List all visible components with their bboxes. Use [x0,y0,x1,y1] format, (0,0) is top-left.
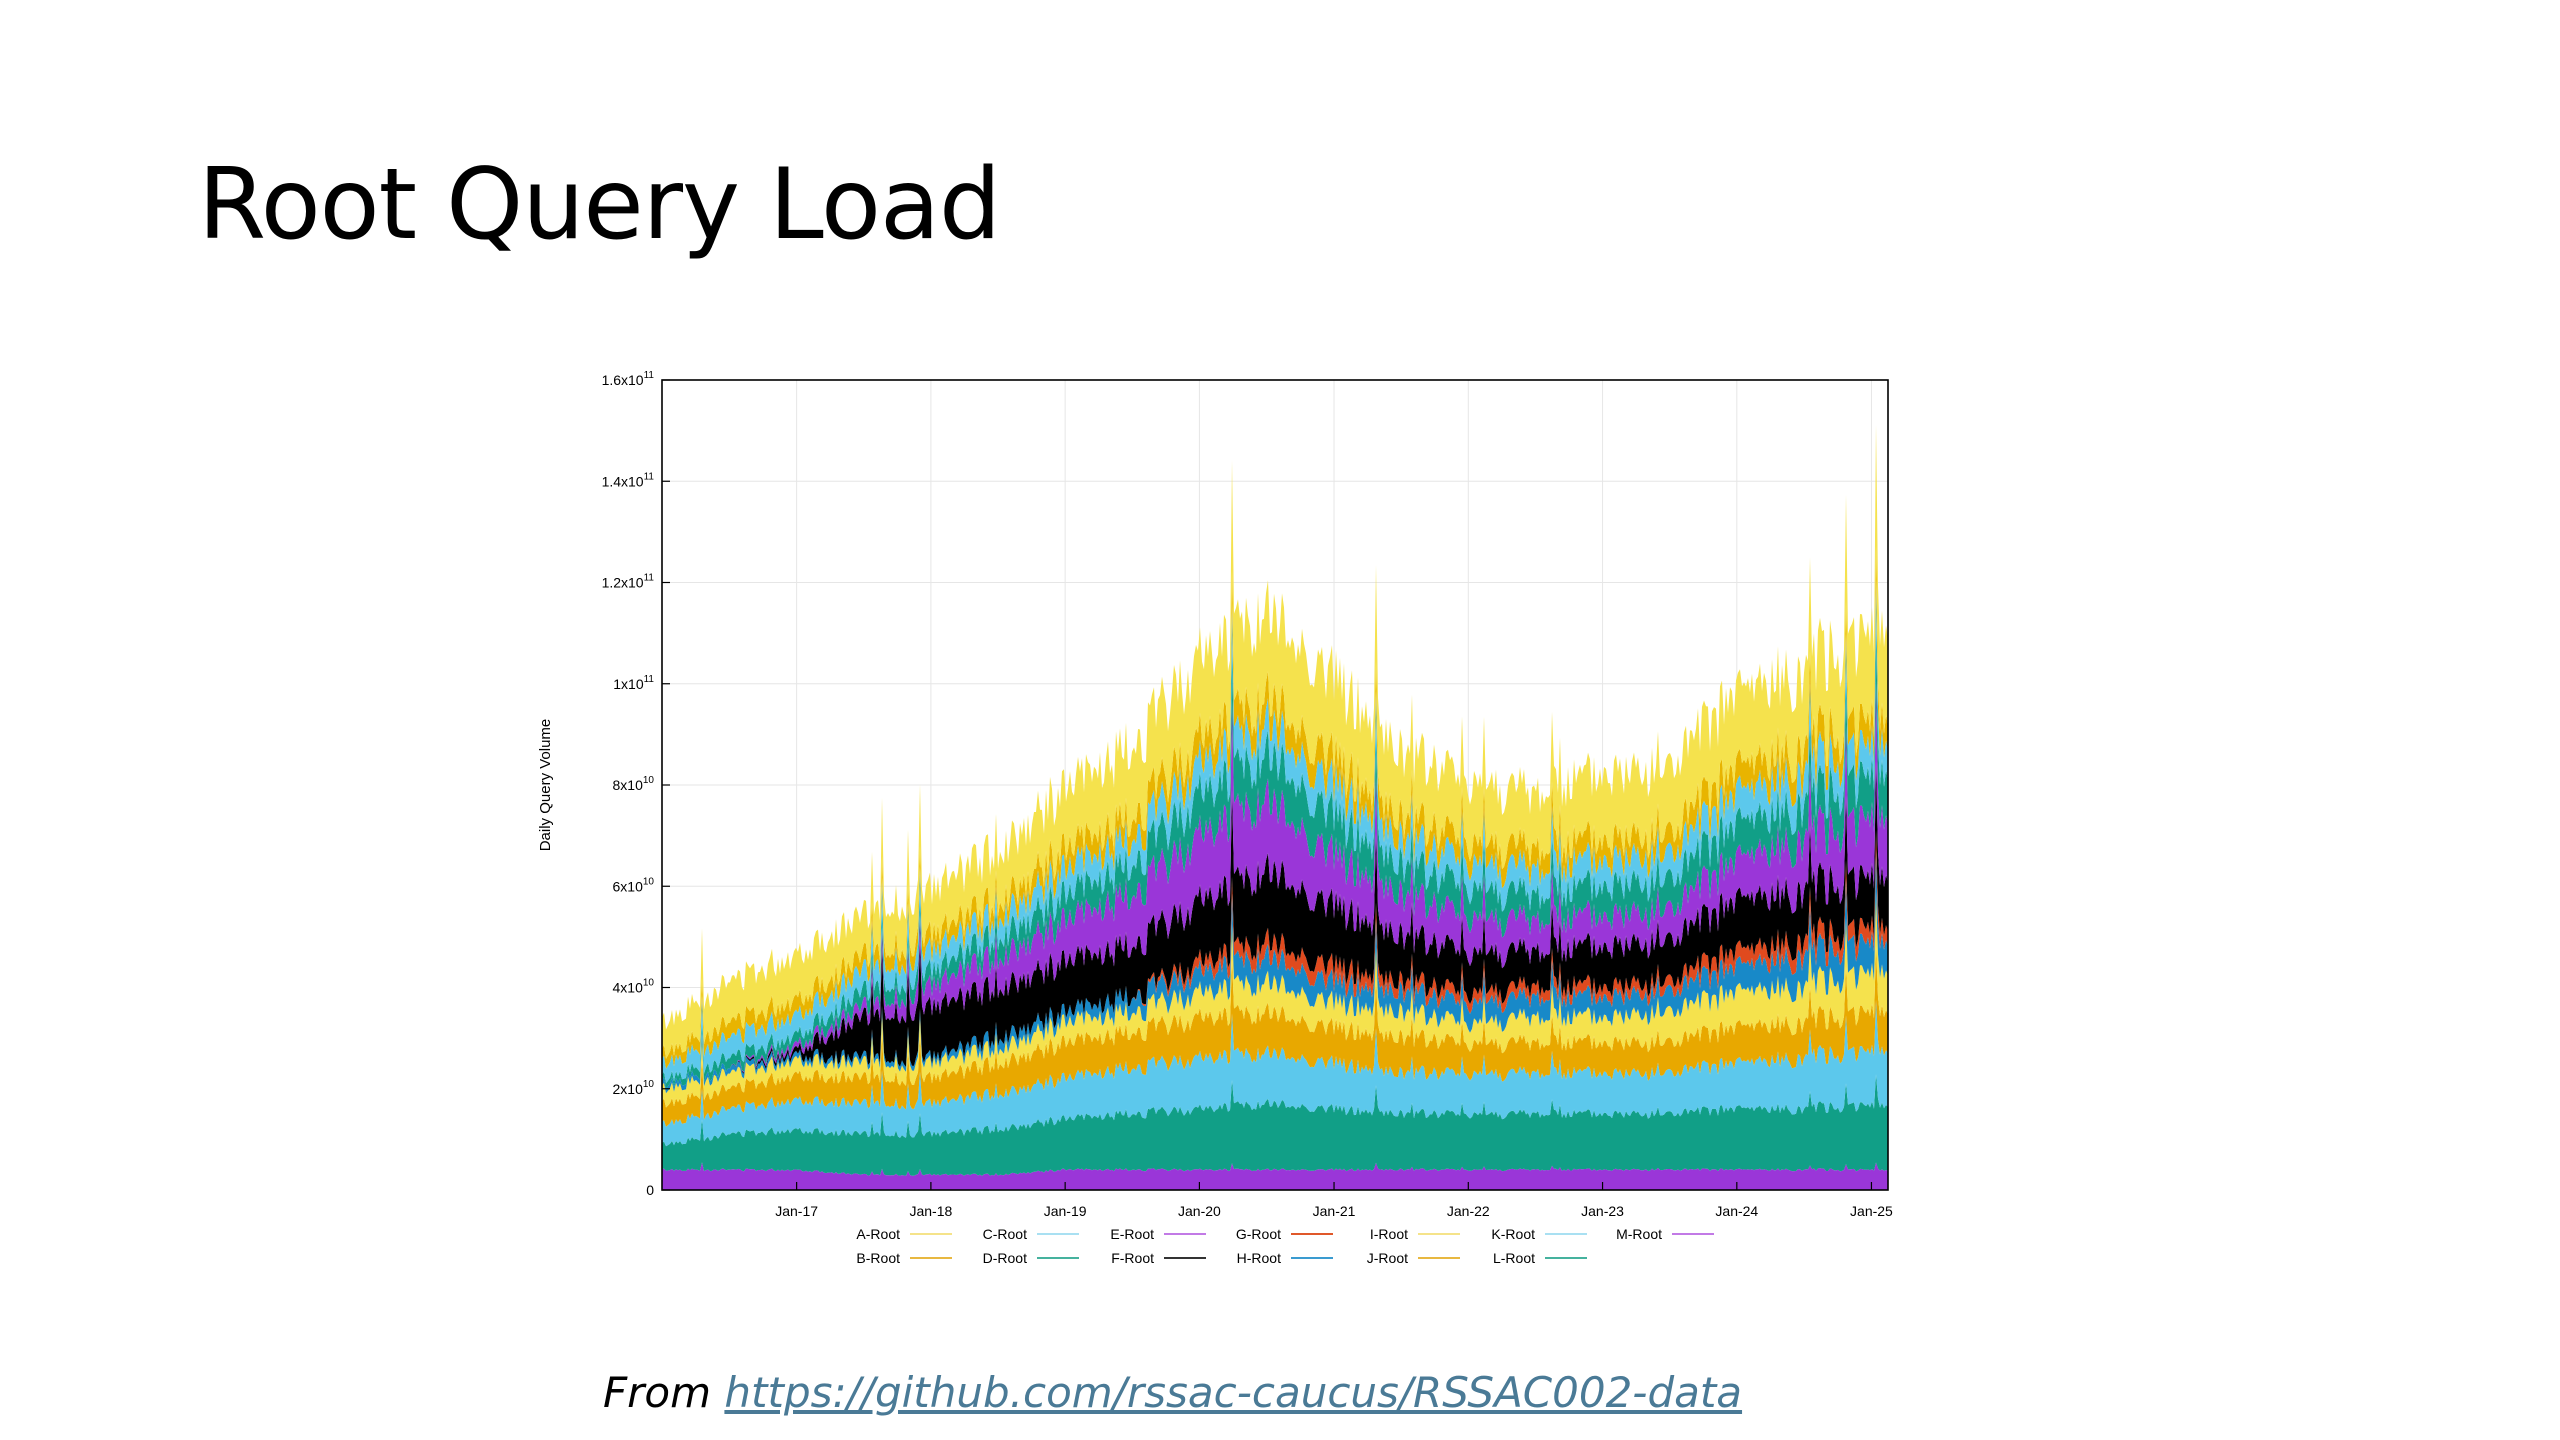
stacked-area-chart: 0 2x1010 4x1010 6x1010 8x1010 1x1011 1.2x1011 1… [537,370,1893,1266]
x-tick-label: Jan-24 [1715,1203,1758,1219]
legend-item-j-root: J-Root [1367,1250,1460,1266]
y-axis-ticks: 0 2x1010 4x1010 6x1010 8x1010 1x1011 1.2x1011 1… [602,370,670,1198]
area-m-root [662,1162,1888,1190]
y-tick-label: 0 [646,1182,654,1198]
area-b-root [662,545,1888,1069]
source-attribution: From https://github.com/rssac-caucus/RSS… [603,1368,1742,1417]
area-j-root [662,945,1888,1127]
legend-item-m-root: M-Root [1616,1226,1714,1242]
area-layers [662,424,1888,1190]
slide-title: Root Query Load [198,148,1001,262]
legend-label: D-Root [983,1250,1027,1266]
y-tick-label: 8x1010 [613,775,655,793]
legend-label: J-Root [1367,1250,1408,1266]
legend-item-a-root: A-Root [856,1226,952,1242]
x-tick-label: Jan-20 [1178,1203,1221,1219]
legend-item-i-root: I-Root [1370,1226,1460,1242]
legend-item-e-root: E-Root [1110,1226,1206,1242]
legend-item-h-root: H-Root [1237,1250,1333,1266]
area-k-root [662,999,1888,1147]
x-tick-label: Jan-19 [1044,1203,1087,1219]
y-tick-label: 4x1010 [613,978,655,996]
x-tick-label: Jan-21 [1313,1203,1356,1219]
legend-item-f-root: F-Root [1111,1250,1206,1266]
legend-label: I-Root [1370,1226,1408,1242]
area-c-root [662,579,1888,1084]
y-tick-label: 1.6x1011 [602,370,655,388]
legend-item-d-root: D-Root [983,1250,1079,1266]
legend-label: F-Root [1111,1250,1154,1266]
source-link[interactable]: https://github.com/rssac-caucus/RSSAC002… [724,1368,1743,1417]
y-tick-label: 1x1011 [613,674,654,692]
legend-item-b-root: B-Root [856,1250,952,1266]
area-a-root [662,424,1888,1059]
legend-label: E-Root [1110,1226,1154,1242]
legend-label: B-Root [856,1250,900,1266]
legend-label: C-Root [983,1226,1027,1242]
source-prefix: From [603,1368,712,1417]
area-f-root [662,761,1888,1089]
x-tick-label: Jan-17 [775,1203,818,1219]
legend-label: A-Root [856,1226,900,1242]
y-tick-label: 1.2x1011 [602,573,655,591]
x-tick-label: Jan-23 [1581,1203,1624,1219]
y-tick-label: 6x1010 [613,876,655,894]
legend-item-k-root: K-Root [1491,1226,1587,1242]
legend-label: K-Root [1491,1226,1535,1242]
legend: A-Root C-Root E-Root G-Root I-Root K-Root M-Ro… [856,1226,1714,1266]
y-tick-label: 2x1010 [613,1079,655,1097]
legend-label: G-Root [1236,1226,1281,1242]
x-axis-ticks: Jan-17 Jan-18 Jan-19 Jan-20 Jan-21 Jan-22 Jan-… [775,1182,1893,1219]
area-h-root [662,850,1888,1094]
legend-label: M-Root [1616,1226,1662,1242]
legend-item-c-root: C-Root [983,1226,1079,1242]
legend-item-l-root: L-Root [1493,1250,1587,1266]
x-tick-label: Jan-18 [909,1203,952,1219]
x-tick-label: Jan-22 [1447,1203,1490,1219]
area-i-root [662,891,1888,1108]
area-l-root [662,1074,1888,1176]
legend-item-g-root: G-Root [1236,1226,1333,1242]
x-tick-label: Jan-25 [1850,1203,1893,1219]
area-e-root [662,680,1888,1089]
y-axis-label: Daily Query Volume [537,719,554,852]
legend-label: H-Root [1237,1250,1281,1266]
legend-label: L-Root [1493,1250,1535,1266]
y-tick-label: 1.4x1011 [602,471,655,489]
